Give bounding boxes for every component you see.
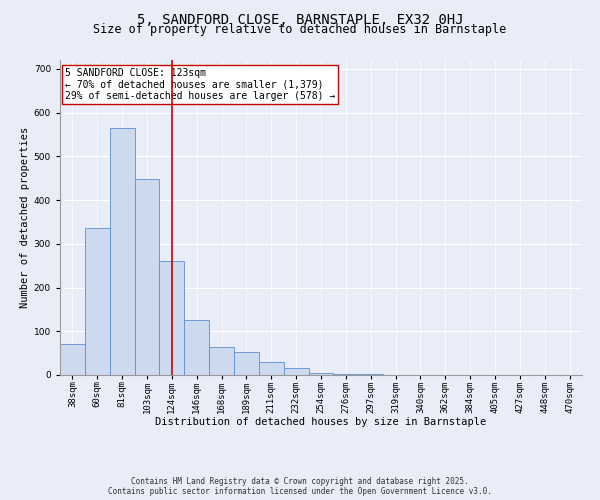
Bar — [334, 374, 358, 375]
Bar — [60, 344, 85, 375]
Bar — [160, 261, 184, 375]
Text: 5, SANDFORD CLOSE, BARNSTAPLE, EX32 0HJ: 5, SANDFORD CLOSE, BARNSTAPLE, EX32 0HJ — [137, 12, 463, 26]
Bar — [209, 346, 234, 375]
X-axis label: Distribution of detached houses by size in Barnstaple: Distribution of detached houses by size … — [155, 417, 487, 427]
Bar — [184, 320, 209, 375]
Y-axis label: Number of detached properties: Number of detached properties — [20, 127, 29, 308]
Text: Contains HM Land Registry data © Crown copyright and database right 2025.
Contai: Contains HM Land Registry data © Crown c… — [108, 476, 492, 496]
Bar — [134, 179, 160, 375]
Bar — [259, 362, 284, 375]
Bar — [284, 368, 308, 375]
Text: 5 SANDFORD CLOSE: 123sqm
← 70% of detached houses are smaller (1,379)
29% of sem: 5 SANDFORD CLOSE: 123sqm ← 70% of detach… — [65, 68, 335, 101]
Bar — [110, 128, 134, 375]
Bar — [85, 228, 110, 375]
Bar — [234, 352, 259, 375]
Bar — [308, 373, 334, 375]
Bar — [358, 374, 383, 375]
Text: Size of property relative to detached houses in Barnstaple: Size of property relative to detached ho… — [94, 22, 506, 36]
